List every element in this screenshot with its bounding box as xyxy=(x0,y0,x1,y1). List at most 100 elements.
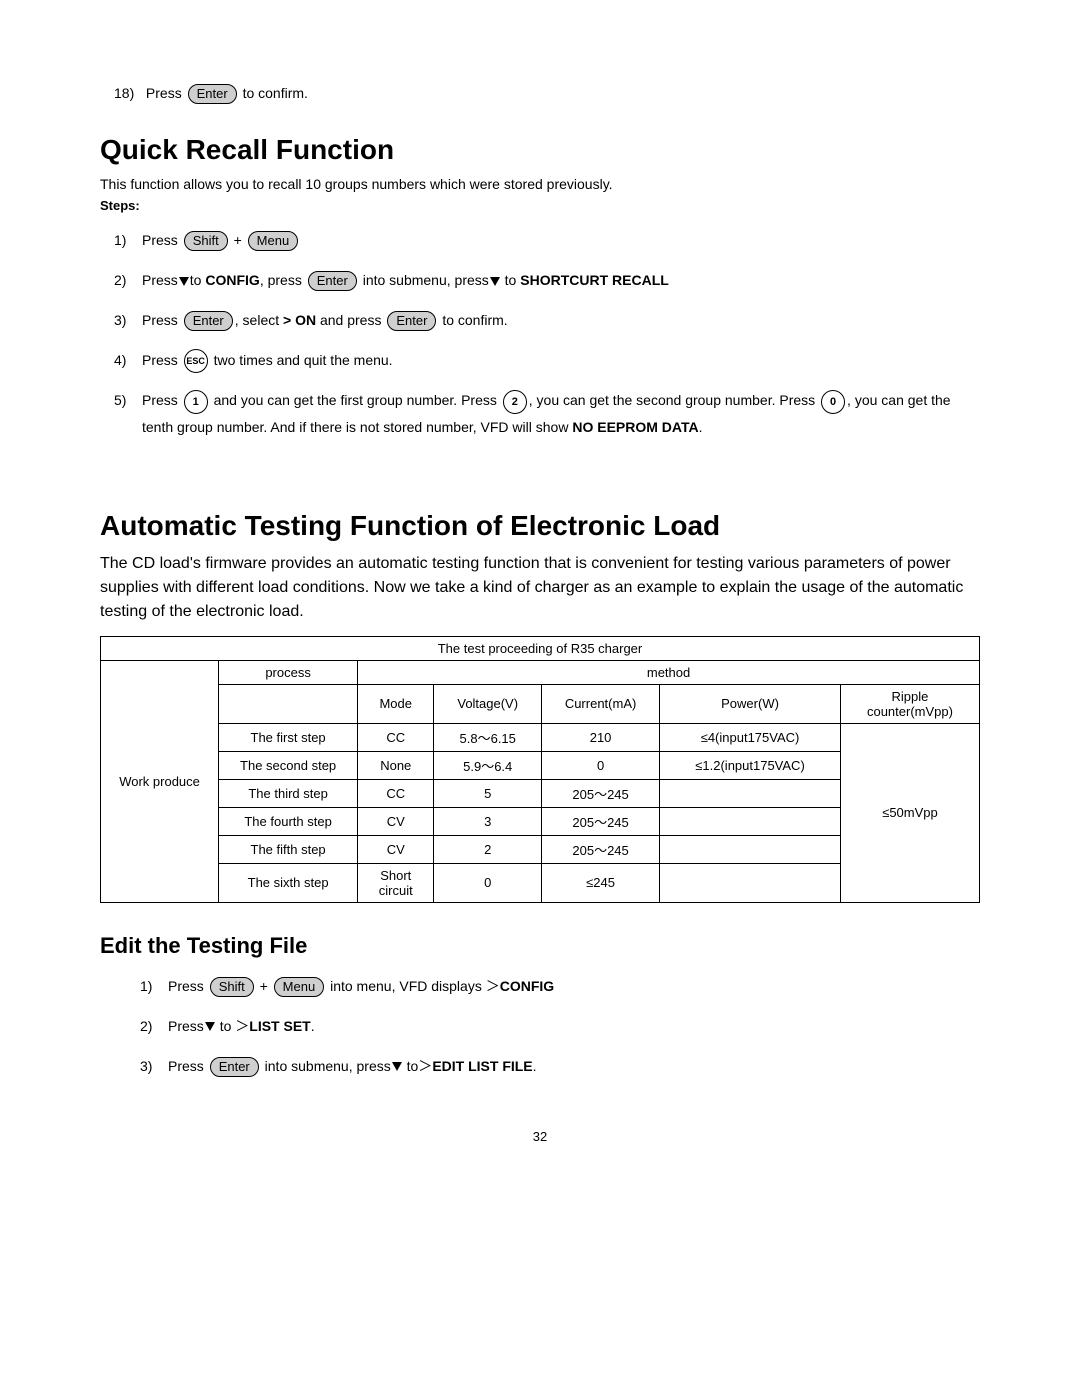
col-method: method xyxy=(358,660,980,684)
h-current: Current(mA) xyxy=(542,684,660,723)
enter-key: Enter xyxy=(387,311,436,331)
text: , select xyxy=(235,312,283,328)
mode-line1: Short xyxy=(380,868,411,883)
qr-step-2: Pressto CONFIG, press Enter into submenu… xyxy=(114,267,980,293)
test-table: The test proceeding of R35 charger Work … xyxy=(100,636,980,903)
text: to＞ xyxy=(407,1058,433,1074)
qr-step-3: Press Enter, select > ON and press Enter… xyxy=(114,307,980,333)
mode-line2: circuit xyxy=(379,883,413,898)
text: to confirm. xyxy=(442,312,507,328)
step-num: 18) xyxy=(114,85,134,101)
shift-key: Shift xyxy=(210,977,254,997)
ripple-line1: Ripple xyxy=(892,689,929,704)
table-title-row: The test proceeding of R35 charger xyxy=(101,636,980,660)
h-mode: Mode xyxy=(358,684,434,723)
cell: 2 xyxy=(434,835,542,863)
cell: 3 xyxy=(434,807,542,835)
text: into submenu, press xyxy=(363,272,489,288)
on-label: > ON xyxy=(283,312,316,328)
step-18-line: 18) Press Enter to confirm. xyxy=(114,80,980,106)
text: . xyxy=(533,1058,537,1074)
ripple-merged-cell: ≤50mVpp xyxy=(840,723,979,902)
heading-auto-test: Automatic Testing Function of Electronic… xyxy=(100,510,980,542)
text: two times and quit the menu. xyxy=(214,352,393,368)
no-eeprom-label: NO EEPROM DATA xyxy=(572,419,698,435)
shortcut-recall-label: SHORTCURT RECALL xyxy=(520,272,669,288)
blank xyxy=(219,684,358,723)
down-arrow-icon xyxy=(179,277,189,286)
quick-recall-intro: This function allows you to recall 10 gr… xyxy=(100,176,980,192)
config-label: CONFIG xyxy=(205,272,259,288)
quick-recall-steps: Press Shift + Menu Pressto CONFIG, press… xyxy=(114,227,980,440)
text: to ＞ xyxy=(220,1018,250,1034)
text: Press xyxy=(142,272,178,288)
cell: ≤4(input175VAC) xyxy=(660,723,841,751)
text: Press xyxy=(168,1018,204,1034)
col-work: Work produce xyxy=(101,660,219,902)
cell: 205～245 xyxy=(542,835,660,863)
key-0: 0 xyxy=(821,390,845,414)
cell: 205～245 xyxy=(542,807,660,835)
text: to xyxy=(505,272,517,288)
text: . xyxy=(699,419,703,435)
ef-step-1: Press Shift + Menu into menu, VFD displa… xyxy=(140,973,980,999)
plus: + xyxy=(234,232,242,248)
cell: The fourth step xyxy=(219,807,358,835)
cell: Short circuit xyxy=(358,863,434,902)
text: Press xyxy=(142,352,178,368)
section-auto-test: Automatic Testing Function of Electronic… xyxy=(100,510,980,903)
cell: The third step xyxy=(219,779,358,807)
enter-key: Enter xyxy=(210,1057,259,1077)
cell: 205～245 xyxy=(542,779,660,807)
heading-quick-recall: Quick Recall Function xyxy=(100,134,980,166)
cell xyxy=(660,863,841,902)
cell: The sixth step xyxy=(219,863,358,902)
down-arrow-icon xyxy=(392,1062,402,1071)
list-set-label: LIST SET xyxy=(249,1018,310,1034)
cell: 210 xyxy=(542,723,660,751)
heading-edit-file: Edit the Testing File xyxy=(100,933,980,959)
table-row: The first step CC 5.8～6.15 210 ≤4(input1… xyxy=(101,723,980,751)
cell: CC xyxy=(358,723,434,751)
text: , press xyxy=(260,272,302,288)
esc-key: ESC xyxy=(184,349,208,373)
cell: 5 xyxy=(434,779,542,807)
ef-step-3: Press Enter into submenu, press to＞EDIT … xyxy=(140,1053,980,1079)
cell: The second step xyxy=(219,751,358,779)
cell: 5.8～6.15 xyxy=(434,723,542,751)
text: Press xyxy=(168,978,204,994)
cell: 0 xyxy=(542,751,660,779)
text: . xyxy=(311,1018,315,1034)
table-title: The test proceeding of R35 charger xyxy=(101,636,980,660)
cell xyxy=(660,779,841,807)
text: Press xyxy=(142,392,178,408)
enter-key: Enter xyxy=(184,311,233,331)
steps-label: Steps: xyxy=(100,198,980,213)
text: to xyxy=(190,272,202,288)
cell: CC xyxy=(358,779,434,807)
menu-key: Menu xyxy=(248,231,299,251)
cell: 0 xyxy=(434,863,542,902)
cell: CV xyxy=(358,835,434,863)
text: Press xyxy=(168,1058,204,1074)
cell: The first step xyxy=(219,723,358,751)
cell xyxy=(660,835,841,863)
menu-key: Menu xyxy=(274,977,325,997)
text: into submenu, press xyxy=(265,1058,391,1074)
cell: ≤245 xyxy=(542,863,660,902)
cell: ≤1.2(input175VAC) xyxy=(660,751,841,779)
shift-key: Shift xyxy=(184,231,228,251)
key-2: 2 xyxy=(503,390,527,414)
text: Press xyxy=(142,232,178,248)
section-edit-file: Edit the Testing File Press Shift + Menu… xyxy=(100,933,980,1079)
text: , you can get the second group number. P… xyxy=(529,392,815,408)
press-text: Press xyxy=(146,85,182,101)
cell: None xyxy=(358,751,434,779)
edit-file-steps: Press Shift + Menu into menu, VFD displa… xyxy=(140,973,980,1079)
ripple-line2: counter(mVpp) xyxy=(867,704,953,719)
auto-test-intro: The CD load's firmware provides an autom… xyxy=(100,552,980,624)
cell: 5.9～6.4 xyxy=(434,751,542,779)
table-header-row-1: Work produce process method xyxy=(101,660,980,684)
text: Press xyxy=(142,312,178,328)
cell: The fifth step xyxy=(219,835,358,863)
